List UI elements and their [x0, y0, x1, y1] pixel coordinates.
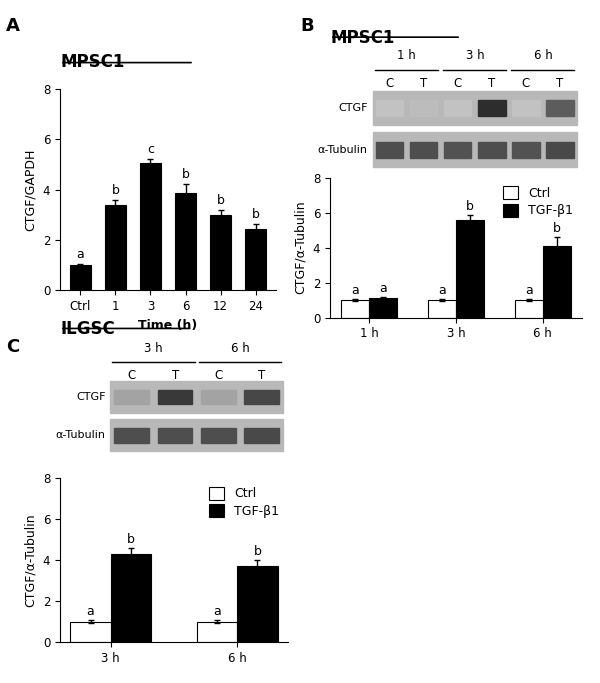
Bar: [512, 142, 539, 158]
Text: b: b: [182, 169, 190, 182]
Text: CTGF: CTGF: [338, 103, 368, 113]
Text: MPSC1: MPSC1: [330, 29, 394, 47]
Y-axis label: CTGF/α-Tubulin: CTGF/α-Tubulin: [294, 201, 307, 294]
Bar: [376, 100, 403, 116]
Bar: [478, 100, 506, 116]
Bar: [110, 381, 283, 413]
Text: a: a: [525, 284, 533, 297]
Text: α-Tubulin: α-Tubulin: [56, 430, 106, 441]
Bar: [115, 390, 149, 404]
Text: C: C: [214, 369, 223, 382]
Bar: [175, 193, 196, 290]
Bar: [244, 428, 279, 443]
Bar: [158, 390, 193, 404]
Text: b: b: [253, 546, 262, 559]
Bar: [197, 622, 237, 642]
Text: C: C: [128, 369, 136, 382]
Legend: Ctrl, TGF-β1: Ctrl, TGF-β1: [501, 184, 576, 220]
Text: T: T: [488, 77, 496, 90]
Text: α-Tubulin: α-Tubulin: [318, 145, 368, 155]
Bar: [456, 220, 484, 318]
Bar: [237, 566, 278, 642]
Bar: [158, 428, 193, 443]
Bar: [547, 142, 574, 158]
Y-axis label: CTGF/GAPDH: CTGF/GAPDH: [24, 148, 37, 231]
Bar: [373, 91, 577, 126]
Text: 3 h: 3 h: [144, 342, 163, 355]
Text: 6 h: 6 h: [231, 342, 250, 355]
Bar: [201, 390, 236, 404]
Bar: [70, 622, 111, 642]
Text: b: b: [112, 184, 119, 197]
Text: b: b: [217, 194, 224, 207]
Text: CTGF: CTGF: [76, 392, 106, 402]
Bar: [70, 265, 91, 290]
Bar: [428, 300, 456, 318]
Text: a: a: [379, 282, 387, 295]
Text: b: b: [252, 208, 260, 221]
Bar: [515, 300, 543, 318]
Text: b: b: [553, 223, 560, 236]
Text: T: T: [258, 369, 265, 382]
Bar: [512, 100, 539, 116]
Bar: [105, 205, 126, 290]
Text: a: a: [76, 248, 84, 261]
Bar: [369, 298, 397, 318]
Bar: [140, 163, 161, 290]
Bar: [245, 229, 266, 290]
Bar: [115, 428, 149, 443]
Text: A: A: [6, 17, 20, 35]
Bar: [543, 246, 571, 318]
Text: 6 h: 6 h: [533, 48, 553, 61]
Bar: [210, 214, 231, 290]
Text: b: b: [466, 200, 474, 214]
Bar: [110, 419, 283, 451]
Text: a: a: [352, 284, 359, 297]
Text: 3 h: 3 h: [466, 48, 484, 61]
Text: 1 h: 1 h: [397, 48, 416, 61]
Bar: [201, 428, 236, 443]
Bar: [410, 100, 437, 116]
Text: a: a: [438, 284, 446, 297]
Text: C: C: [386, 77, 394, 90]
Bar: [244, 390, 279, 404]
Bar: [444, 142, 472, 158]
Text: C: C: [6, 338, 19, 356]
Bar: [410, 142, 437, 158]
Text: T: T: [172, 369, 179, 382]
Text: ILGSC: ILGSC: [60, 320, 115, 338]
Text: a: a: [213, 605, 221, 618]
Bar: [444, 100, 472, 116]
Bar: [111, 554, 151, 642]
Bar: [341, 300, 369, 318]
Bar: [547, 100, 574, 116]
X-axis label: Time (h): Time (h): [139, 318, 197, 331]
Bar: [373, 133, 577, 167]
Text: B: B: [300, 17, 314, 35]
Text: c: c: [147, 143, 154, 156]
Legend: Ctrl, TGF-β1: Ctrl, TGF-β1: [207, 484, 282, 520]
Y-axis label: CTGF/α-Tubulin: CTGF/α-Tubulin: [24, 513, 37, 607]
Text: T: T: [556, 77, 563, 90]
Text: MPSC1: MPSC1: [60, 53, 124, 70]
Bar: [478, 142, 506, 158]
Bar: [376, 142, 403, 158]
Text: a: a: [87, 605, 94, 618]
Text: T: T: [420, 77, 427, 90]
Text: C: C: [454, 77, 462, 90]
Text: C: C: [522, 77, 530, 90]
Text: b: b: [127, 533, 135, 546]
